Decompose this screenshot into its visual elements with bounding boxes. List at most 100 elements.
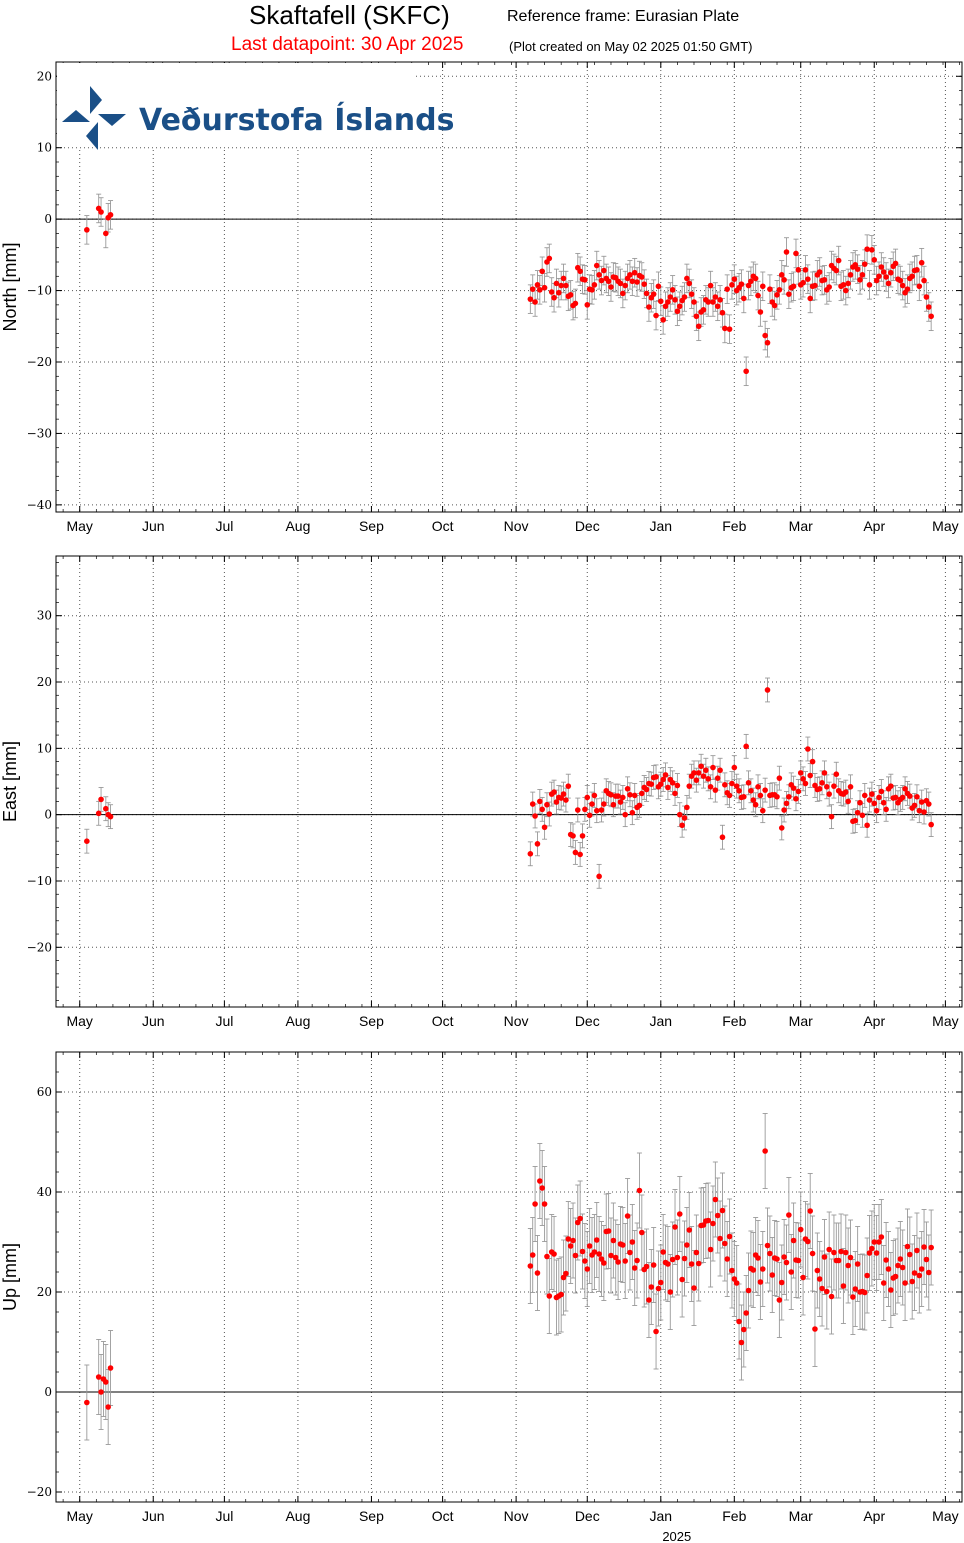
data-point — [665, 784, 671, 791]
data-point — [608, 284, 614, 290]
data-point — [722, 1240, 728, 1247]
data-point — [629, 809, 636, 816]
data-point — [885, 1266, 892, 1272]
data-point — [807, 295, 814, 302]
data-point — [639, 1229, 645, 1236]
data-point — [802, 780, 809, 787]
data-point — [869, 791, 875, 797]
data-point — [921, 809, 927, 815]
data-point — [653, 774, 659, 780]
data-point — [103, 230, 109, 237]
data-point — [826, 284, 832, 290]
data-point — [537, 1178, 543, 1184]
data-point — [674, 308, 681, 315]
y-tick-label: 0 — [44, 808, 52, 822]
data-point — [589, 287, 595, 293]
data-point — [103, 1379, 109, 1385]
data-point — [816, 269, 823, 275]
x-tick-label: Nov — [504, 1508, 529, 1524]
data-point — [598, 277, 605, 284]
data-point — [831, 783, 837, 789]
data-point — [847, 1254, 854, 1261]
data-point — [700, 307, 707, 313]
data-point — [816, 1276, 823, 1282]
x-tick-label: Jun — [142, 1013, 165, 1029]
y-axis-label: East [mm] — [0, 741, 20, 822]
x-tick-label: Jan — [650, 1013, 673, 1029]
data-point — [527, 296, 534, 302]
x-tick-label: Oct — [432, 1508, 454, 1524]
data-point — [107, 1365, 114, 1371]
data-point — [643, 290, 650, 297]
data-point — [738, 1339, 745, 1346]
data-point — [864, 822, 870, 829]
plot-frame — [55, 555, 963, 1008]
data-point — [861, 792, 868, 799]
data-point — [695, 770, 702, 776]
data-point — [534, 282, 541, 288]
x-tick-label: Oct — [432, 518, 454, 534]
data-point — [757, 792, 764, 799]
data-point — [842, 789, 849, 795]
data-point — [662, 303, 669, 310]
data-point — [786, 291, 792, 297]
data-point — [624, 1213, 631, 1219]
data-point — [529, 286, 536, 292]
data-point — [918, 799, 925, 805]
data-point — [667, 294, 674, 300]
data-point — [866, 797, 873, 803]
data-point — [769, 1272, 776, 1278]
data-point — [821, 770, 828, 776]
data-point — [653, 1328, 659, 1335]
data-point — [812, 282, 818, 289]
data-point — [105, 1404, 111, 1410]
data-point — [636, 802, 643, 809]
data-point — [582, 1258, 588, 1264]
data-point — [755, 292, 761, 299]
data-point — [544, 1253, 550, 1260]
data-point — [584, 1266, 591, 1272]
data-point — [778, 272, 785, 278]
y-tick-label: 20 — [37, 69, 52, 83]
data-point — [634, 279, 640, 285]
x-tick-label: Aug — [285, 1013, 310, 1029]
y-tick-label: −20 — [27, 1485, 52, 1499]
x-tick-label: Apr — [863, 1508, 885, 1524]
data-point — [688, 1261, 695, 1267]
data-point — [750, 797, 757, 803]
data-point — [888, 269, 894, 276]
y-tick-label: 10 — [37, 741, 52, 755]
north-panel: May Jun Jul Aug Sep Oct Nov Dec Jan Feb Mar Apr May−… — [0, 61, 963, 534]
data-point — [529, 801, 536, 807]
data-point — [876, 794, 882, 801]
data-point — [755, 1255, 761, 1261]
data-point — [710, 764, 716, 771]
x-tick-label: May — [932, 1013, 958, 1029]
data-point — [907, 793, 913, 799]
data-point — [684, 275, 690, 282]
data-point — [729, 282, 735, 288]
data-point — [845, 280, 851, 287]
x-tick-label: Oct — [432, 1013, 454, 1029]
data-point — [909, 1278, 915, 1285]
x-tick-label: Mar — [789, 1013, 813, 1029]
data-point — [667, 1289, 674, 1295]
data-point — [546, 255, 553, 262]
data-point — [707, 1246, 714, 1253]
x-tick-label: Nov — [504, 518, 529, 534]
data-point — [724, 286, 730, 292]
data-point — [861, 261, 868, 267]
data-point — [601, 1260, 607, 1266]
data-point — [897, 277, 904, 284]
x-tick-label: May — [66, 1508, 92, 1524]
data-point — [795, 1257, 802, 1264]
data-point — [916, 1272, 923, 1279]
data-point — [885, 280, 892, 287]
data-point — [593, 262, 600, 269]
data-point — [805, 746, 811, 752]
data-point — [655, 1285, 662, 1292]
x-tick-label: Jul — [215, 518, 233, 534]
data-point — [845, 798, 851, 805]
data-point — [755, 784, 761, 790]
y-axis-label: North [mm] — [0, 242, 20, 331]
